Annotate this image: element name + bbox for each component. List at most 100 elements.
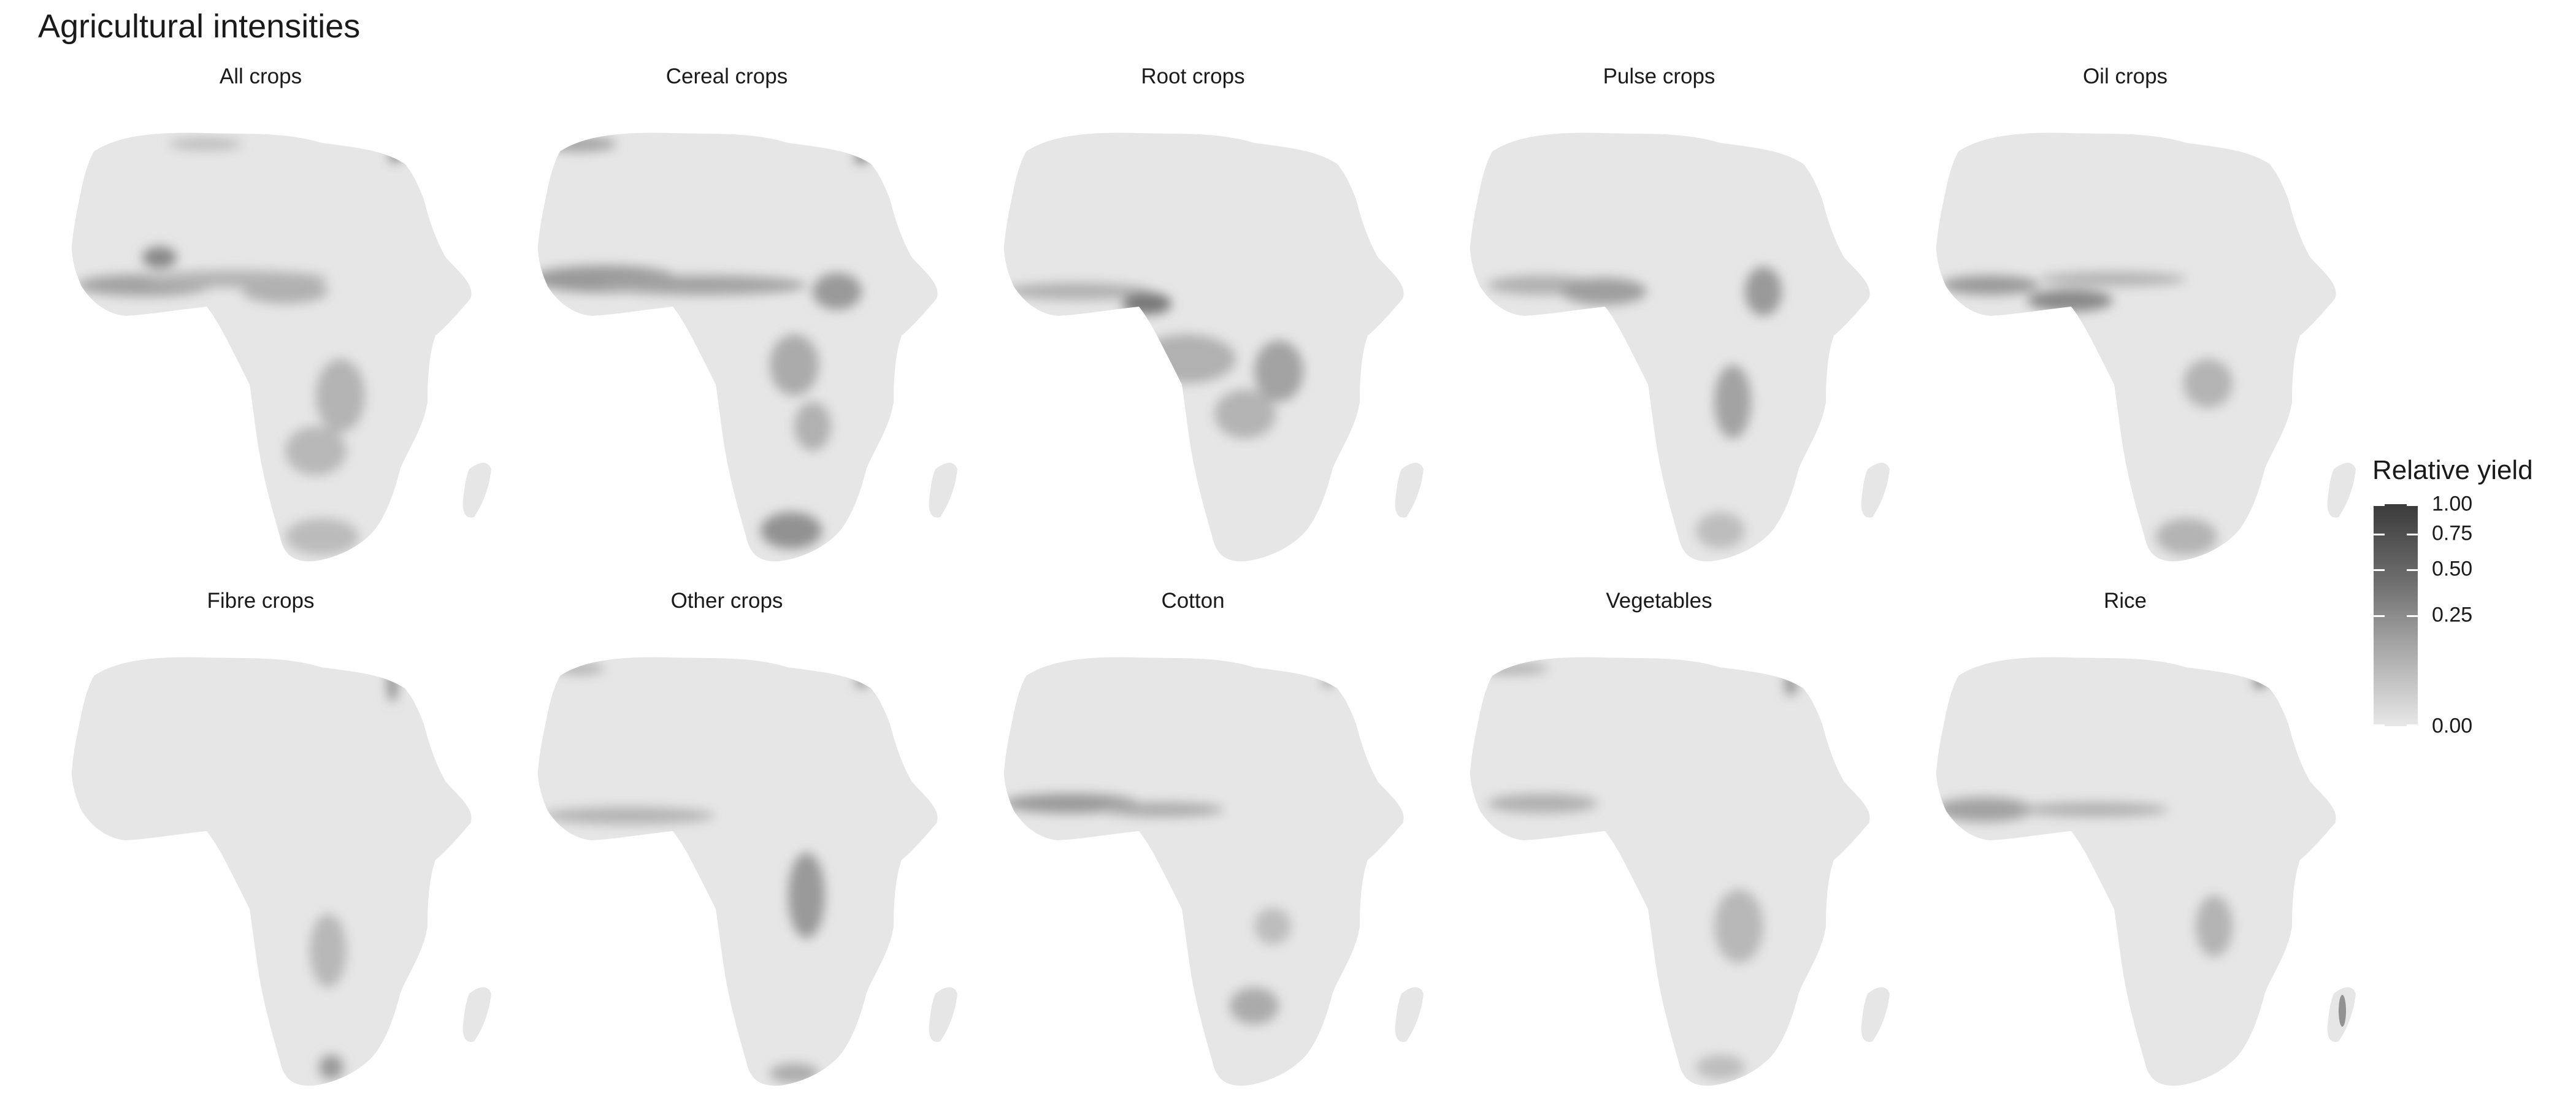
panel-label: Vegetables <box>1606 589 1712 613</box>
panel-label: Cereal crops <box>665 64 788 88</box>
intensity-hotspot <box>1322 677 1334 687</box>
intensity-hotspot <box>2039 272 2187 286</box>
intensity-hotspot <box>1487 794 1598 813</box>
africa-landmass <box>538 657 938 1086</box>
madagascar-landmass <box>1861 987 1890 1042</box>
intensity-hotspot <box>2027 289 2113 312</box>
legend-tick-mark <box>2407 569 2418 572</box>
intensity-hotspot <box>1745 267 1782 316</box>
intensity-hotspot <box>1214 389 1276 439</box>
africa-landmass <box>72 132 472 562</box>
panel-label: Rice <box>2103 589 2147 613</box>
africa-map <box>1470 657 1890 1086</box>
intensity-hotspot <box>770 334 819 396</box>
intensity-hotspot <box>1254 340 1303 402</box>
intensity-hotspot <box>794 402 831 451</box>
legend-tick-mark <box>2407 615 2418 617</box>
intensity-hotspot <box>543 137 616 151</box>
intensity-hotspot <box>1936 797 2033 822</box>
intensity-hotspot <box>1101 802 1224 817</box>
yield-intensity-layer <box>1936 677 2266 957</box>
map-panel: Rice <box>1917 589 2356 1086</box>
africa-landmass <box>1470 132 1870 562</box>
legend-tick-label: 1.00 <box>2432 492 2473 516</box>
map-panel: Other crops <box>518 589 957 1086</box>
panel-label: Cotton <box>1161 589 1225 613</box>
intensity-hotspot <box>285 426 347 475</box>
intensity-hotspot <box>2339 995 2346 1027</box>
panel-label: All crops <box>219 64 302 88</box>
intensity-hotspot <box>242 279 328 304</box>
figure-title: Agricultural intensities <box>38 8 361 45</box>
intensity-hotspot <box>1122 293 1171 315</box>
africa-map <box>1936 657 2356 1086</box>
intensity-hotspot <box>856 677 868 687</box>
legend-tick-label: 0.75 <box>2432 521 2473 545</box>
legend-tick-label: 0.50 <box>2432 557 2473 581</box>
legend-tick-mark <box>2374 534 2385 536</box>
intensity-hotspot <box>388 665 397 702</box>
yield-intensity-layer <box>77 138 402 555</box>
intensity-hotspot <box>761 512 822 549</box>
madagascar-landmass <box>462 462 491 518</box>
africa-map <box>72 657 491 1086</box>
intensity-hotspot <box>2254 677 2266 687</box>
panel-label: Root crops <box>1141 64 1245 88</box>
intensity-hotspot <box>813 273 862 310</box>
legend-tick-label: 0.25 <box>2432 603 2473 627</box>
map-panel: Fibre crops <box>52 589 491 1086</box>
africa-map <box>1936 132 2356 562</box>
intensity-hotspot <box>142 247 177 269</box>
map-panel: Oil crops <box>1917 64 2356 562</box>
legend-tick-mark <box>2407 504 2418 506</box>
panel-label: Pulse crops <box>1603 64 1715 88</box>
intensity-hotspot <box>310 914 347 987</box>
intensity-hotspot <box>856 153 868 163</box>
madagascar-landmass <box>1395 462 1424 518</box>
intensity-hotspot <box>555 662 604 675</box>
intensity-hotspot <box>2196 895 2233 957</box>
yield-intensity-layer <box>543 662 868 1083</box>
madagascar-landmass <box>2327 462 2356 518</box>
africa-landmass <box>1470 657 1870 1086</box>
intensity-hotspot <box>1004 283 1150 300</box>
africa-map <box>538 132 957 562</box>
intensity-hotspot <box>1561 278 1647 305</box>
africa-landmass <box>1936 657 2336 1086</box>
intensity-hotspot <box>1696 1055 1745 1079</box>
legend-tick-mark <box>2374 615 2385 617</box>
intensity-hotspot <box>1254 908 1291 945</box>
africa-map <box>72 132 491 562</box>
madagascar-landmass <box>929 462 957 518</box>
intensity-hotspot <box>1475 662 1549 675</box>
map-panel: All crops <box>52 64 491 562</box>
legend-tick-mark <box>2407 724 2418 726</box>
intensity-hotspot <box>1138 334 1236 383</box>
africa-landmass <box>1004 657 1404 1086</box>
map-panel: Pulse crops <box>1451 64 1890 562</box>
legend-tick-mark <box>2374 504 2385 506</box>
yield-intensity-layer <box>1941 272 2233 555</box>
madagascar-landmass <box>462 987 491 1042</box>
legend-tick-mark <box>2374 569 2385 572</box>
legend-tick-mark <box>2407 534 2418 536</box>
legend-title: Relative yield <box>2372 455 2533 485</box>
panel-label: Fibre crops <box>207 589 315 613</box>
africa-map <box>538 657 957 1086</box>
intensity-hotspot <box>1941 275 2039 295</box>
intensity-hotspot <box>1785 672 1797 696</box>
intensity-hotspot <box>2021 802 2168 817</box>
africa-map <box>1470 132 1890 562</box>
africa-map <box>1004 132 1424 562</box>
intensity-hotspot <box>389 151 402 161</box>
map-panel: Vegetables <box>1451 589 1890 1086</box>
panel-label: Oil crops <box>2082 64 2168 88</box>
intensity-hotspot <box>285 518 359 555</box>
africa-landmass <box>72 657 472 1086</box>
legend-tick-label: 0.00 <box>2432 714 2473 738</box>
intensity-hotspot <box>1714 889 1763 963</box>
intensity-hotspot <box>169 138 242 150</box>
intensity-hotspot <box>316 359 365 432</box>
intensity-hotspot <box>2183 359 2233 408</box>
intensity-hotspot <box>319 1055 343 1079</box>
